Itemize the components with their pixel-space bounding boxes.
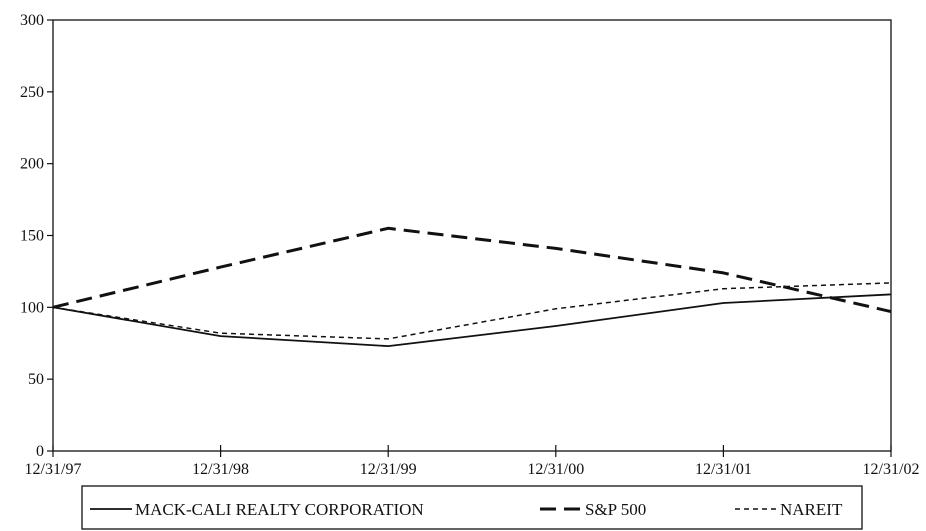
x-axis: 12/31/97 12/31/98 12/31/99 12/31/00 12/31/01… [25,445,920,478]
y-axis: 0 50 100 150 200 250 300 [20,12,53,460]
legend-label: S&P 500 [585,500,646,519]
y-tick-label: 250 [20,84,44,101]
legend-label: NAREIT [780,500,843,519]
series-line-mack-cali-realty-corporation [52,293,892,348]
y-tick-label: 100 [20,299,44,316]
series-lines [52,226,892,348]
legend-label: MACK-CALI REALTY CORPORATION [135,500,424,519]
y-tick-label: 0 [36,443,44,460]
x-tick-label: 12/31/00 [527,461,584,478]
y-tick-label: 50 [28,371,44,388]
x-tick-label: 12/31/97 [25,461,82,478]
x-tick-label: 12/31/01 [695,461,752,478]
plot-area [52,19,892,452]
legend: MACK-CALI REALTY CORPORATION S&P 500 NAREI… [81,485,863,530]
y-tick-label: 300 [20,12,44,29]
x-tick-label: 12/31/98 [192,461,249,478]
y-tick-label: 150 [20,228,44,245]
series-line-s-p-500 [52,226,892,314]
legend-box [81,485,863,530]
x-tick-label: 12/31/99 [360,461,417,478]
y-tick-label: 200 [20,156,44,173]
x-tick-label: 12/31/02 [863,461,920,478]
series-line-nareit [52,282,892,340]
